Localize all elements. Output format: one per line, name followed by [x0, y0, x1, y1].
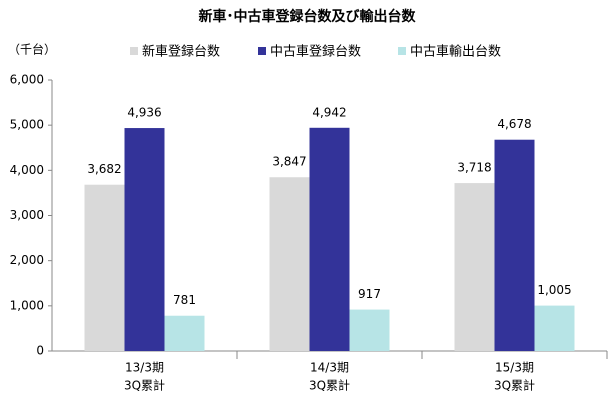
legend-swatch [398, 47, 406, 55]
bar [164, 315, 205, 351]
legend-label: 中古車輸出台数 [410, 45, 501, 60]
legend-label: 新車登録台数 [142, 44, 220, 60]
value-label: 917 [358, 287, 381, 301]
legend-swatch [258, 47, 266, 55]
value-label: 4,936 [127, 106, 161, 120]
y-axis-label: （千台） [8, 42, 56, 57]
value-label: 781 [173, 293, 196, 307]
bar [124, 128, 165, 351]
y-tick-label: 0 [36, 344, 44, 358]
value-label: 4,678 [497, 117, 531, 131]
value-label: 3,682 [87, 162, 121, 176]
y-tick-label: 3,000 [10, 208, 44, 222]
bar [494, 139, 535, 351]
y-tick-label: 5,000 [10, 118, 44, 132]
chart-title: 新車･中古車登録台数及び輸出台数 [199, 8, 417, 25]
x-tick-label: 3Q累計 [494, 378, 535, 393]
value-label: 3,847 [272, 155, 306, 169]
y-tick-label: 6,000 [10, 73, 44, 87]
bar [534, 305, 575, 351]
x-tick-label: 15/3期 [495, 361, 534, 375]
bar [309, 127, 350, 351]
bar [349, 309, 390, 351]
x-tick-label: 13/3期 [125, 361, 164, 375]
y-tick-label: 4,000 [10, 163, 44, 177]
bar [454, 183, 495, 351]
value-label: 3,718 [457, 161, 491, 175]
bar [84, 184, 125, 351]
y-tick-label: 2,000 [10, 253, 44, 267]
value-label: 4,942 [312, 105, 346, 119]
x-tick-label: 14/3期 [310, 361, 349, 375]
value-label: 1,005 [537, 283, 571, 297]
x-tick-label: 3Q累計 [309, 378, 350, 393]
x-tick-label: 3Q累計 [124, 378, 165, 393]
y-tick-label: 1,000 [10, 298, 44, 312]
legend-swatch [130, 47, 138, 55]
bar [269, 177, 310, 351]
legend-label: 中古車登録台数 [270, 45, 361, 60]
